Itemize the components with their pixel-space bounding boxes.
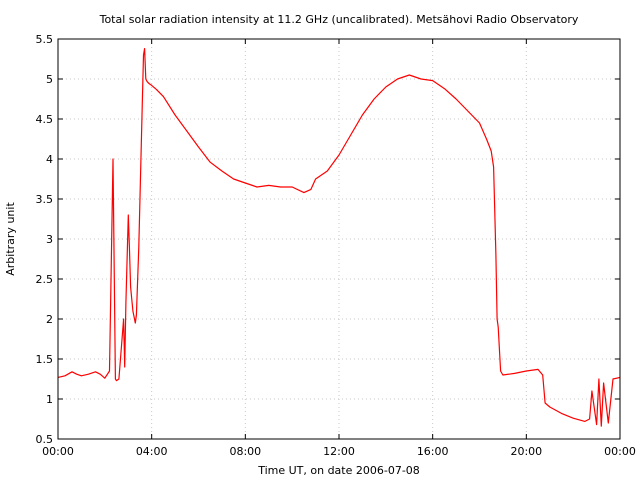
y-tick-label: 2 xyxy=(46,313,53,326)
x-tick-label: 16:00 xyxy=(417,445,449,458)
y-tick-label: 4 xyxy=(46,153,53,166)
y-tick-label: 4.5 xyxy=(36,113,54,126)
grid xyxy=(58,39,620,439)
y-tick-label: 1.5 xyxy=(36,353,54,366)
y-tick-label: 3.5 xyxy=(36,193,54,206)
y-tick-label: 2.5 xyxy=(36,273,54,286)
y-axis-label: Arbitrary unit xyxy=(4,202,17,276)
x-tick-labels: 00:00 04:00 08:00 12:00 16:00 20:00 00:00 xyxy=(42,445,636,458)
x-tick-label: 20:00 xyxy=(510,445,542,458)
x-tick-label: 12:00 xyxy=(323,445,355,458)
series-layer xyxy=(57,48,621,427)
y-tick-label: 0.5 xyxy=(36,433,54,446)
y-tick-label: 3 xyxy=(46,233,53,246)
y-tick-label: 5.5 xyxy=(36,33,54,46)
y-tick-label: 1 xyxy=(46,393,53,406)
x-tick-label: 00:00 xyxy=(42,445,74,458)
x-tick-label: 04:00 xyxy=(136,445,168,458)
ticks xyxy=(57,38,621,440)
x-tick-label: 00:00 xyxy=(604,445,636,458)
y-tick-label: 5 xyxy=(46,73,53,86)
series-line xyxy=(57,48,621,427)
x-axis-label: Time UT, on date 2006-07-08 xyxy=(257,464,420,477)
chart-title: Total solar radiation intensity at 11.2 … xyxy=(99,13,579,26)
x-tick-label: 08:00 xyxy=(229,445,261,458)
y-tick-labels: 0.5 1 1.5 2 2.5 3 3.5 4 4.5 5 5.5 xyxy=(36,33,54,446)
